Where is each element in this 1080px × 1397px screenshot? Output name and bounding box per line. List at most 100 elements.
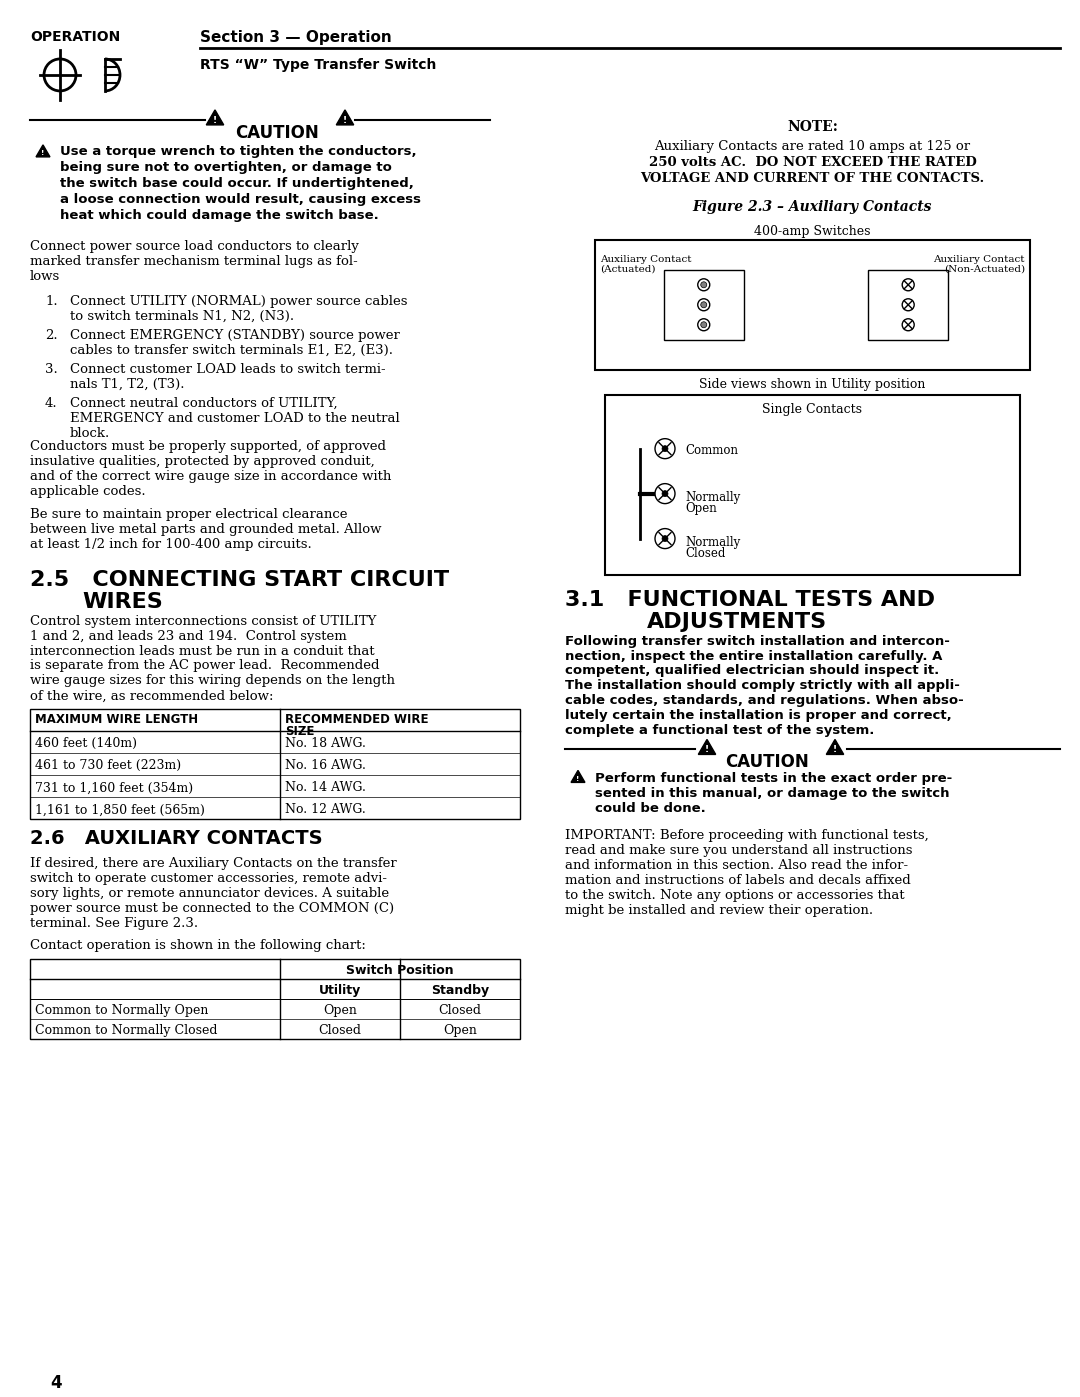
Circle shape <box>701 302 706 307</box>
Text: at least 1/2 inch for 100-400 amp circuits.: at least 1/2 inch for 100-400 amp circui… <box>30 538 312 550</box>
Text: lutely certain the installation is proper and correct,: lutely certain the installation is prope… <box>565 710 951 722</box>
Text: Closed: Closed <box>685 546 726 560</box>
Text: Normally: Normally <box>685 535 740 549</box>
Text: read and make sure you understand all instructions: read and make sure you understand all in… <box>565 844 913 858</box>
Text: Single Contacts: Single Contacts <box>762 402 863 416</box>
Text: 250 volts AC.  DO NOT EXCEED THE RATED: 250 volts AC. DO NOT EXCEED THE RATED <box>649 156 976 169</box>
Text: might be installed and review their operation.: might be installed and review their oper… <box>565 904 873 918</box>
Text: and of the correct wire gauge size in accordance with: and of the correct wire gauge size in ac… <box>30 469 391 482</box>
Text: of the wire, as recommended below:: of the wire, as recommended below: <box>30 690 273 703</box>
Circle shape <box>701 282 706 288</box>
Text: !: ! <box>833 746 837 754</box>
Circle shape <box>662 490 669 496</box>
Text: nals T1, T2, (T3).: nals T1, T2, (T3). <box>70 377 185 391</box>
Text: could be done.: could be done. <box>595 802 705 816</box>
Polygon shape <box>699 739 716 754</box>
Bar <box>664 270 744 339</box>
Text: Closed: Closed <box>438 1004 482 1017</box>
Bar <box>595 240 1030 370</box>
Text: IMPORTANT: Before proceeding with functional tests,: IMPORTANT: Before proceeding with functi… <box>565 830 929 842</box>
Text: power source must be connected to the COMMON (C): power source must be connected to the CO… <box>30 902 394 915</box>
Text: block.: block. <box>70 426 110 440</box>
Text: 2.6   AUXILIARY CONTACTS: 2.6 AUXILIARY CONTACTS <box>30 830 323 848</box>
Text: applicable codes.: applicable codes. <box>30 485 146 497</box>
Text: !: ! <box>577 775 580 782</box>
Text: VOLTAGE AND CURRENT OF THE CONTACTS.: VOLTAGE AND CURRENT OF THE CONTACTS. <box>640 172 985 184</box>
Text: No. 14 AWG.: No. 14 AWG. <box>285 781 366 795</box>
Bar <box>605 395 1020 574</box>
Text: !: ! <box>343 116 347 124</box>
Text: terminal. See Figure 2.3.: terminal. See Figure 2.3. <box>30 918 198 930</box>
Text: 1,161 to 1,850 feet (565m): 1,161 to 1,850 feet (565m) <box>35 803 205 816</box>
Text: is separate from the AC power lead.  Recommended: is separate from the AC power lead. Reco… <box>30 659 379 672</box>
Text: !: ! <box>213 116 217 124</box>
Text: MAXIMUM WIRE LENGTH: MAXIMUM WIRE LENGTH <box>35 714 198 726</box>
Text: switch to operate customer accessories, remote advi-: switch to operate customer accessories, … <box>30 872 387 886</box>
Text: NOTE:: NOTE: <box>787 120 838 134</box>
Text: 2.: 2. <box>45 328 57 342</box>
Text: Normally: Normally <box>685 490 740 504</box>
Text: Utility: Utility <box>319 985 361 997</box>
Text: Conductors must be properly supported, of approved: Conductors must be properly supported, o… <box>30 440 386 453</box>
Text: Standby: Standby <box>431 985 489 997</box>
Text: cables to transfer switch terminals E1, E2, (E3).: cables to transfer switch terminals E1, … <box>70 344 393 356</box>
Text: (Actuated): (Actuated) <box>600 265 656 274</box>
Text: No. 18 AWG.: No. 18 AWG. <box>285 738 366 750</box>
Text: a loose connection would result, causing excess: a loose connection would result, causing… <box>60 193 421 205</box>
Text: Open: Open <box>323 1004 356 1017</box>
Text: the switch base could occur. If undertightened,: the switch base could occur. If undertig… <box>60 177 414 190</box>
Text: Common: Common <box>685 444 738 457</box>
Text: Auxiliary Contacts are rated 10 amps at 125 or: Auxiliary Contacts are rated 10 amps at … <box>654 140 971 152</box>
Text: Figure 2.3 – Auxiliary Contacts: Figure 2.3 – Auxiliary Contacts <box>692 200 932 214</box>
Text: Contact operation is shown in the following chart:: Contact operation is shown in the follow… <box>30 939 366 953</box>
Text: CAUTION: CAUTION <box>725 753 809 771</box>
Text: sory lights, or remote annunciator devices. A suitable: sory lights, or remote annunciator devic… <box>30 887 389 900</box>
Polygon shape <box>36 145 50 156</box>
Text: Perform functional tests in the exact order pre-: Perform functional tests in the exact or… <box>595 773 953 785</box>
Text: nection, inspect the entire installation carefully. A: nection, inspect the entire installation… <box>565 650 943 662</box>
Text: 2.5   CONNECTING START CIRCUIT: 2.5 CONNECTING START CIRCUIT <box>30 570 449 590</box>
Text: interconnection leads must be run in a conduit that: interconnection leads must be run in a c… <box>30 644 375 658</box>
Text: WIRES: WIRES <box>82 591 163 612</box>
Text: 3.1   FUNCTIONAL TESTS AND: 3.1 FUNCTIONAL TESTS AND <box>565 590 935 609</box>
Text: 461 to 730 feet (223m): 461 to 730 feet (223m) <box>35 760 181 773</box>
Text: RTS “W” Type Transfer Switch: RTS “W” Type Transfer Switch <box>200 57 436 73</box>
Text: Section 3 — Operation: Section 3 — Operation <box>200 29 392 45</box>
Circle shape <box>701 321 706 328</box>
Text: between live metal parts and grounded metal. Allow: between live metal parts and grounded me… <box>30 522 381 535</box>
Text: !: ! <box>41 151 44 156</box>
Polygon shape <box>571 770 585 782</box>
Text: mation and instructions of labels and decals affixed: mation and instructions of labels and de… <box>565 875 910 887</box>
Text: Closed: Closed <box>319 1024 362 1037</box>
Circle shape <box>662 535 669 542</box>
Text: CAUTION: CAUTION <box>235 124 319 142</box>
Text: lows: lows <box>30 270 60 282</box>
Text: cable codes, standards, and regulations. When abso-: cable codes, standards, and regulations.… <box>565 694 963 707</box>
Text: to the switch. Note any options or accessories that: to the switch. Note any options or acces… <box>565 890 905 902</box>
Text: sented in this manual, or damage to the switch: sented in this manual, or damage to the … <box>595 788 949 800</box>
Bar <box>30 960 519 1039</box>
Text: (Non-Actuated): (Non-Actuated) <box>944 265 1025 274</box>
Text: Connect EMERGENCY (STANDBY) source power: Connect EMERGENCY (STANDBY) source power <box>70 328 400 342</box>
Text: Side views shown in Utility position: Side views shown in Utility position <box>700 377 926 391</box>
Text: No. 12 AWG.: No. 12 AWG. <box>285 803 366 816</box>
Polygon shape <box>826 739 843 754</box>
Text: Common to Normally Closed: Common to Normally Closed <box>35 1024 217 1037</box>
Text: Following transfer switch installation and intercon-: Following transfer switch installation a… <box>565 634 950 648</box>
Text: competent, qualified electrician should inspect it.: competent, qualified electrician should … <box>565 665 940 678</box>
Text: complete a functional test of the system.: complete a functional test of the system… <box>565 725 875 738</box>
Text: Open: Open <box>443 1024 477 1037</box>
Text: to switch terminals N1, N2, (N3).: to switch terminals N1, N2, (N3). <box>70 310 294 323</box>
Text: OPERATION: OPERATION <box>30 29 120 43</box>
Text: Connect customer LOAD leads to switch termi-: Connect customer LOAD leads to switch te… <box>70 363 386 376</box>
Text: SIZE: SIZE <box>285 725 314 739</box>
Text: Open: Open <box>685 502 717 514</box>
Text: being sure not to overtighten, or damage to: being sure not to overtighten, or damage… <box>60 161 392 173</box>
Text: Connect neutral conductors of UTILITY,: Connect neutral conductors of UTILITY, <box>70 397 338 409</box>
Text: The installation should comply strictly with all appli-: The installation should comply strictly … <box>565 679 960 693</box>
Text: Auxiliary Contact: Auxiliary Contact <box>600 254 691 264</box>
Bar <box>868 270 948 339</box>
Text: ADJUSTMENTS: ADJUSTMENTS <box>647 612 827 631</box>
Text: and information in this section. Also read the infor-: and information in this section. Also re… <box>565 859 908 872</box>
Polygon shape <box>336 110 354 124</box>
